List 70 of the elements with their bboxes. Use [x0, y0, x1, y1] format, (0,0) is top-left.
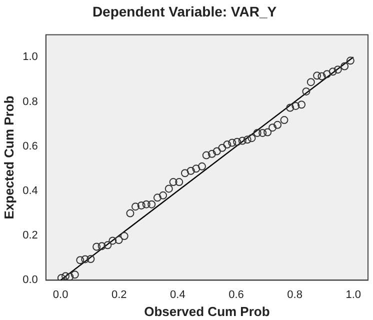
point: [104, 241, 112, 250]
point: [137, 201, 146, 210]
point: [142, 200, 150, 208]
point: [233, 138, 242, 146]
point: [280, 116, 288, 124]
point: [258, 128, 267, 137]
point: [126, 209, 134, 218]
point: [243, 136, 252, 144]
point: [70, 270, 79, 279]
point: [186, 166, 195, 175]
point: [318, 72, 326, 80]
y-tick-label: 0.0: [22, 274, 38, 286]
point: [286, 104, 294, 112]
point: [306, 78, 315, 86]
point: [164, 184, 173, 193]
point: [223, 140, 232, 149]
point: [346, 56, 354, 65]
point: [120, 232, 128, 240]
point: [253, 128, 262, 137]
point: [148, 200, 156, 208]
point: [66, 272, 74, 280]
point: [340, 62, 349, 70]
point: [238, 136, 246, 145]
point: [274, 120, 282, 129]
x-tick-label: 0.0: [52, 288, 68, 301]
point: [57, 274, 66, 280]
point: [313, 72, 322, 80]
point: [218, 144, 226, 152]
point: [323, 70, 332, 78]
x-tick-label: 0.6: [228, 288, 244, 301]
point: [98, 242, 106, 250]
y-tick-label: 0.8: [22, 96, 38, 108]
x-tick-label: 0.4: [170, 288, 186, 301]
y-tick-label: 1.0: [22, 51, 38, 64]
point: [264, 128, 272, 136]
chart-title: Dependent Variable: VAR_Y: [92, 3, 278, 20]
point: [202, 151, 210, 160]
y-tick-label: 0.2: [22, 230, 38, 242]
point: [92, 242, 101, 251]
point: [175, 178, 184, 186]
point: [114, 236, 123, 244]
x-tick-label: 0.2: [111, 288, 127, 301]
point: [328, 68, 337, 76]
point: [81, 255, 90, 264]
point: [208, 150, 216, 158]
x-tick-label: 0.8: [287, 288, 302, 301]
point: [302, 87, 310, 96]
point: [298, 100, 306, 109]
point: [180, 169, 189, 178]
point: [62, 272, 70, 280]
x-tick-label: 1.0: [346, 288, 362, 301]
point: [228, 138, 236, 147]
point: [153, 194, 162, 202]
point: [169, 178, 178, 186]
x-axis-title: Observed Cum Prob: [144, 304, 270, 319]
point: [248, 134, 256, 142]
y-tick-label: 0.6: [22, 140, 38, 152]
point: [159, 191, 168, 200]
point: [212, 147, 221, 156]
point: [268, 124, 277, 132]
point: [198, 162, 206, 170]
point: [108, 236, 117, 245]
point: [334, 66, 342, 74]
point: [292, 102, 300, 110]
y-tick-label: 0.4: [22, 184, 38, 197]
point: [131, 202, 140, 211]
point: [76, 256, 84, 264]
point: [192, 164, 200, 173]
y-axis-title: Expected Cum Prob: [1, 96, 16, 220]
point: [86, 255, 95, 264]
